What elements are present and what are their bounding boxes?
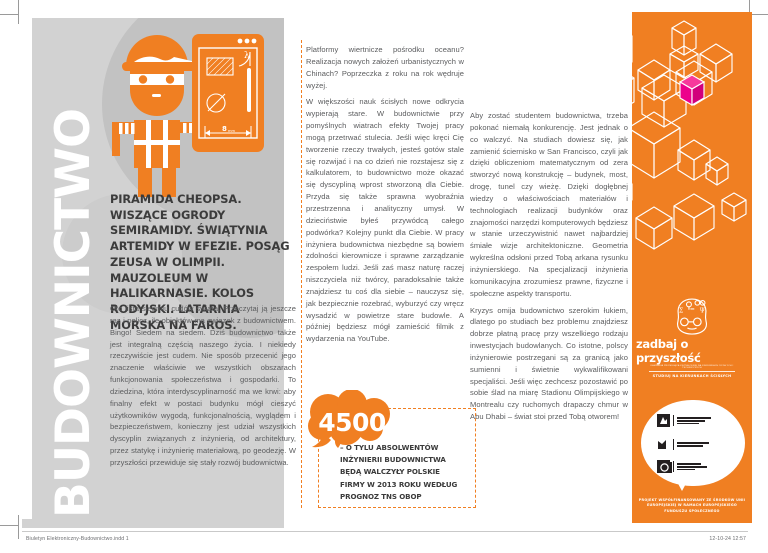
partner-label-lines: [677, 462, 707, 471]
paragraph: Aby zostać studentem budownictwa, trzeba…: [470, 111, 628, 298]
body-column-middle: Platformy wiertnicze pośrodku oceanu? Re…: [306, 44, 464, 350]
logo-microline: KAMPANIA PROMUJĄCA KSZTAŁCENIE NA KIERUN…: [650, 364, 734, 370]
article-headline: PIRAMIDA CHEOPSA. WISZĄCE OGRODY SEMIRAM…: [110, 192, 290, 332]
ministerstwo-nauki-icon: [657, 438, 670, 451]
logo-wordmark: zadbaj o przyszłość: [636, 336, 701, 365]
campaign-logo: Σ Ψ zadbaj o przyszłość KAMPANIA PROMUJĄ…: [636, 296, 748, 378]
decorative-blob-small: [62, 194, 182, 314]
paragraph: W większości nauk ścisłych nowe odkrycia…: [306, 97, 464, 344]
crop-mark-top-left-vertical: [18, 0, 19, 24]
partner-label-lines: [677, 442, 709, 447]
partner-row-kapital-ludzki: [657, 414, 711, 427]
svg-text:Ψ: Ψ: [700, 308, 706, 315]
footer-timestamp: 12-10-24 12:57: [709, 536, 746, 542]
statistic-callout: – O TYLU ABSOLWENTÓW INŻYNIERII BUDOWNIC…: [306, 389, 476, 510]
isometric-cubes-decoration: [632, 20, 747, 250]
body-column-right: Aby zostać studentem budownictwa, trzeba…: [470, 110, 628, 428]
crop-mark-top-right-horizontal: [750, 14, 768, 15]
crop-mark-bottom-left-vertical: [18, 515, 19, 539]
partner-logos-bubble: [641, 400, 745, 491]
crop-mark-bottom-left-horizontal: [0, 525, 18, 526]
svg-text:Σ: Σ: [679, 308, 683, 315]
bubble-tail: [675, 478, 689, 491]
partner-divider: [673, 461, 674, 472]
partner-row-unia-europejska: [657, 460, 707, 473]
footer-grey-chip: [22, 519, 94, 528]
magenta-cube-highlight: [678, 74, 706, 107]
svg-text:8: 8: [222, 125, 227, 133]
paragraph: Platformy wiertnicze pośrodku oceanu? Re…: [306, 45, 464, 90]
unia-europejska-icon: [657, 460, 672, 473]
logo-tagline: STUDIUJ NA KIERUNKACH ŚCISŁYCH: [652, 373, 732, 378]
body-column-left: Oto lista siedmiu cudów świata. Przeczyt…: [110, 303, 296, 474]
svg-text:λ: λ: [244, 51, 250, 61]
footer-divider: [22, 531, 748, 532]
dotted-divider: [301, 40, 302, 508]
partner-label-lines: [677, 416, 711, 425]
brain-head-icon: Σ Ψ: [676, 298, 708, 335]
partner-row-ministerstwo: [657, 438, 709, 451]
partner-divider: [673, 439, 674, 450]
partner-divider: [673, 415, 674, 426]
engineer-with-tablet-illustration: λ 8 mm: [104, 22, 300, 197]
kapital-ludzki-icon: [657, 414, 670, 427]
callout-description: – O TYLU ABSOLWENTÓW INŻYNIERII BUDOWNIC…: [340, 443, 458, 501]
callout-number: 4500: [318, 408, 386, 437]
footer-orange-chip: [632, 515, 752, 523]
callout-cloud-shape: 4500: [306, 389, 398, 456]
svg-text:mm: mm: [228, 129, 236, 133]
logo-rule: [649, 371, 735, 373]
footer-file-label: Biuletyn Elektroniczny-Budownictwo.indd …: [26, 536, 129, 542]
paragraph: Oto lista siedmiu cudów świata. Przeczyt…: [110, 304, 296, 467]
paragraph: Kryzys omija budownictwo szerokim łukiem…: [470, 305, 628, 422]
callout-dashed-box: [318, 408, 476, 508]
crop-mark-top-left-horizontal: [0, 14, 18, 15]
eu-funding-note: PROJEKT WSPÓŁFINANSOWANY ZE ŚRODKÓW UNII…: [638, 498, 746, 513]
